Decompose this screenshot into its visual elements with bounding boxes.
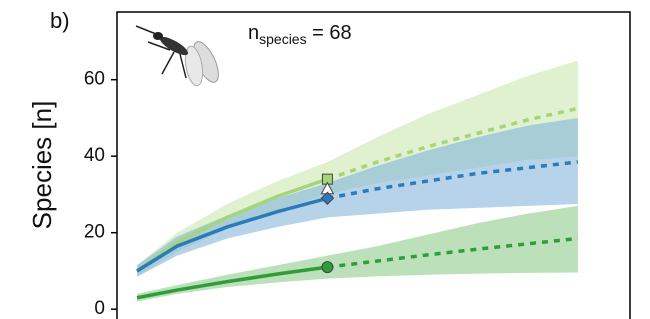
annotation-text: n <box>248 22 259 44</box>
annotation: nspecies = 68 <box>248 22 352 46</box>
y-tick-label: 60 <box>84 69 105 90</box>
y-tick-label: 20 <box>84 222 105 243</box>
interpolated-line <box>137 267 327 298</box>
y-tick-label: 0 <box>94 298 105 319</box>
y-tick-label: 40 <box>84 145 105 166</box>
marker <box>322 262 333 273</box>
chart: b) Species [n] nspecies = 68 0 20 40 60 <box>0 0 650 319</box>
annotation-subscript: species <box>259 31 306 47</box>
insect-icon <box>136 26 223 87</box>
y-axis-label: Species [n] <box>27 101 57 230</box>
panel-label: b) <box>50 8 70 33</box>
annotation-suffix: = 68 <box>307 22 352 44</box>
